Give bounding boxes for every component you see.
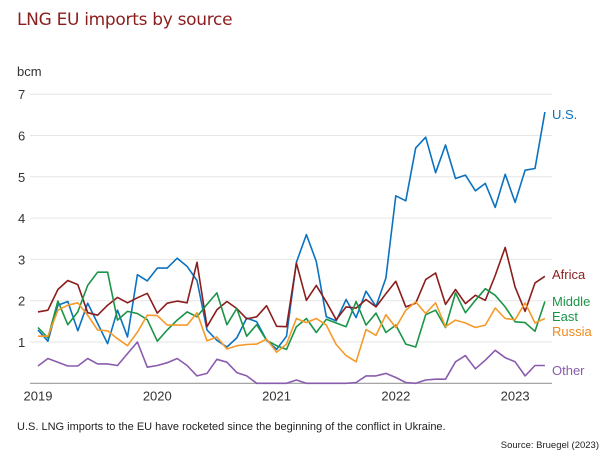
series-line-other	[37, 341, 545, 385]
y-tick-label: 5	[18, 170, 25, 185]
series-label-africa: Africa	[552, 267, 586, 282]
x-tick-label: 2019	[24, 388, 53, 403]
series-label-other: Other	[552, 363, 585, 378]
y-tick-label: 4	[18, 211, 25, 226]
series-label-middle-east: Middle East	[552, 294, 591, 324]
y-tick-label: 7	[18, 87, 25, 102]
series-line-middle-east	[37, 271, 546, 351]
source-note: Source: Bruegel (2023)	[500, 440, 599, 451]
series-line-africa	[37, 246, 546, 328]
y-tick-label: 3	[18, 252, 25, 267]
x-tick-label: 2020	[143, 388, 172, 403]
x-tick-label: 2023	[501, 388, 530, 403]
x-tick-label: 2021	[262, 388, 291, 403]
chart-title: LNG EU imports by source	[17, 10, 233, 30]
series-label-us: U.S.	[552, 107, 578, 122]
y-tick-label: 1	[18, 335, 25, 350]
y-tick-label: 6	[18, 129, 25, 144]
series-line-russia	[38, 301, 546, 363]
x-tick-label: 2022	[381, 388, 410, 403]
series-label-russia: Russia	[552, 324, 592, 339]
y-tick-label: 2	[18, 294, 25, 309]
caption: U.S. LNG imports to the EU have rocketed…	[17, 421, 446, 433]
y-axis-label: bcm	[17, 64, 42, 79]
series-line-u-s	[37, 111, 546, 351]
